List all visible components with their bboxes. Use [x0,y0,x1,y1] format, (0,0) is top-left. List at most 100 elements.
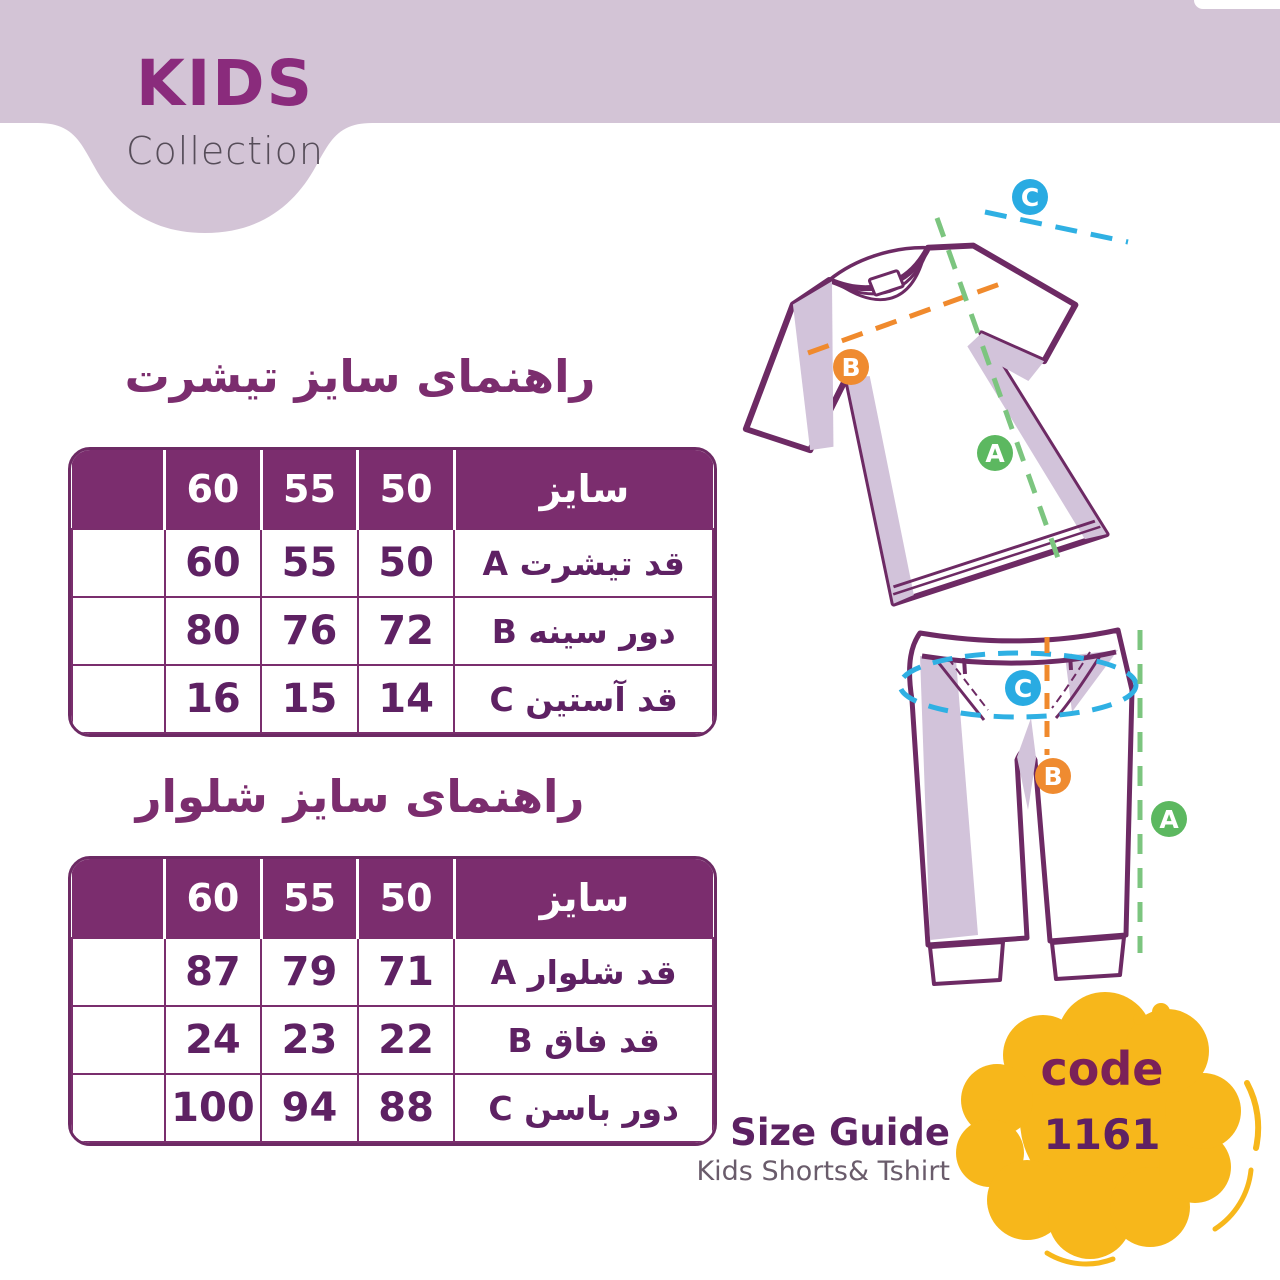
tshirt-size-table: سایز 50 55 60 قد تیشرت A 50 55 60 دور سی… [68,447,717,737]
cell-value: 87 [163,937,263,1007]
table-row: قد فاق B 22 23 24 [71,1005,714,1075]
caption-block: Size Guide Kids Shorts& Tshirt [696,1111,950,1188]
cell-value: 55 [260,528,359,598]
right-pocket-stitch [1051,651,1091,709]
cell-value: 76 [260,596,359,666]
collar-rib-line-2 [839,257,925,301]
size-header-cell: سایز [452,450,713,529]
cell-value: 100 [163,1073,263,1143]
header-blob-shape [0,0,1280,233]
cell-value: 60 [163,528,263,598]
corner-notch [1194,0,1280,9]
hem-line-2 [892,525,1101,596]
cell-value: 72 [356,596,456,666]
collar-back-line [828,246,929,282]
deco-arc-bottom [1044,1250,1116,1267]
cell-value: 15 [260,664,359,734]
cell-value: 88 [356,1073,456,1143]
shorts-shade-left-leg [920,656,978,940]
measure-badge-b: B [1035,758,1071,794]
left-pocket-stitch [947,657,989,711]
cell-value: 71 [356,937,456,1007]
pants-size-table: سایز 50 55 60 قد شلوار A 71 79 87 قد فاق… [68,856,717,1146]
row-label: قد فاق B [453,1005,714,1075]
cloud-shape [956,992,1241,1259]
svg-text:A: A [1159,805,1179,834]
right-cuff-band [1050,935,1126,981]
size-col-55: 55 [259,859,358,938]
caption-subtitle: Kids Shorts& Tshirt [696,1155,950,1187]
cell-value: 23 [260,1005,359,1075]
left-pocket-curve [936,661,986,721]
svg-text:B: B [841,353,860,382]
table-row: قد شلوار A 71 79 87 [71,937,714,1007]
row-label: قد آستین C [453,664,714,734]
cell-value: 50 [356,528,456,598]
cell-value: 80 [163,596,263,666]
measure-badge-a: A [977,435,1013,471]
deco-dot-small [1133,1013,1145,1025]
code-value: 1161 [1043,1110,1161,1159]
tshirt-guide-title: راهنمای سایز تیشرت [124,350,596,403]
cell-value: 79 [260,937,359,1007]
measure-badge-c: C [1012,179,1048,215]
table-row: قد تیشرت A 50 55 60 [71,528,714,598]
left-cuff-band [928,940,1005,986]
size-col-50: 50 [356,450,455,529]
size-header-cell: سایز [452,859,713,938]
deco-dot-large [1152,1003,1170,1021]
shorts-shade-crotch [1017,718,1036,810]
brand-subtitle: Collection [126,129,324,173]
row-label: قد شلوار A [453,937,714,1007]
tshirt-shade-left-body [846,376,914,604]
table-row: قد آستین C 14 15 16 [71,664,714,734]
svg-text:C: C [1014,674,1032,703]
sleeve-measure-dash-c [984,209,1129,245]
tshirt-shade-right-body [967,333,1107,540]
collar-tag [868,269,905,297]
code-blob [956,992,1262,1267]
cell-value: 14 [356,664,456,734]
size-col-60: 60 [163,859,262,938]
empty-cell [71,937,166,1007]
cell-value: 22 [356,1005,456,1075]
cell-value: 94 [260,1073,359,1143]
right-pocket-curve [1054,655,1102,719]
brand-title: KIDS [136,47,314,120]
length-measure-dash-a [934,217,1061,559]
pants-guide-title: راهنمای سایز شلوار [135,770,585,823]
svg-text:A: A [985,439,1005,468]
deco-arc-right-1 [1244,1080,1262,1151]
svg-text:B: B [1043,762,1062,791]
code-label: code [1040,1042,1164,1096]
cell-value: 16 [163,664,263,734]
measure-badge-b: B [833,349,869,385]
empty-cell [71,528,166,598]
tshirt-outline [742,242,1110,607]
row-label: دور سینه B [453,596,714,666]
size-col-50: 50 [356,859,455,938]
size-col-60: 60 [163,450,262,529]
measure-badge-a: A [1151,801,1187,837]
hip-measure-dash-c [897,650,1139,720]
tshirt-shade-left-sleeve [792,281,834,451]
row-label: قد تیشرت A [453,528,714,598]
table-header-row: سایز 50 55 60 [72,450,713,529]
table-row: دور سینه B 72 76 80 [71,596,714,666]
header-band [0,0,1280,233]
empty-cell [71,1073,166,1143]
table-header-row: سایز 50 55 60 [72,859,713,938]
empty-cell [71,664,166,734]
measure-badge-c: C [1005,670,1041,706]
empty-header-cell [72,859,165,938]
hem-line-1 [892,519,1096,589]
cell-value: 24 [163,1005,263,1075]
deco-arc-right-2 [1212,1167,1254,1232]
empty-cell [71,596,166,666]
caption-title: Size Guide [730,1111,950,1154]
tshirt-shade-right-sleeve [973,333,1045,382]
table-row: دور باسن C 88 94 100 [71,1073,714,1143]
empty-cell [71,1005,166,1075]
row-label: دور باسن C [453,1073,714,1143]
